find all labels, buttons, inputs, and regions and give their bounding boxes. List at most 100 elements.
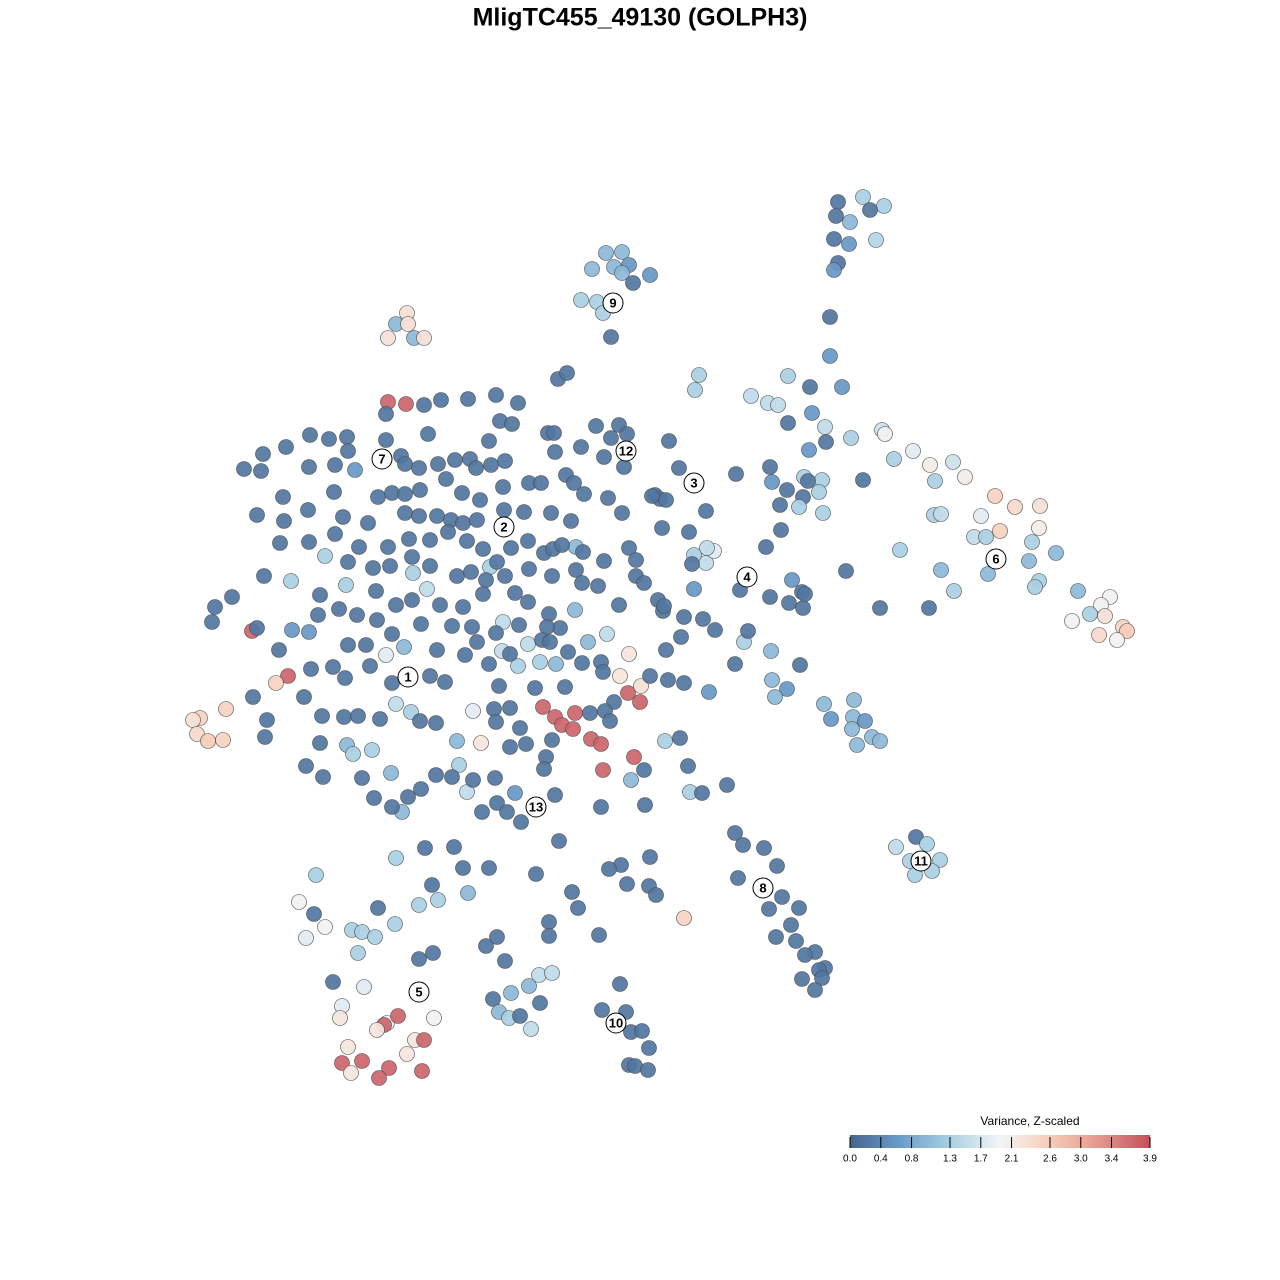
cluster-label-badge xyxy=(605,1012,627,1034)
point xyxy=(536,761,552,777)
point xyxy=(684,556,700,572)
point xyxy=(417,840,433,856)
point xyxy=(784,572,800,588)
point xyxy=(826,231,842,247)
point xyxy=(249,507,265,523)
point xyxy=(735,837,751,853)
point xyxy=(857,713,873,729)
point xyxy=(249,620,265,636)
point xyxy=(416,397,432,413)
point xyxy=(390,1008,406,1024)
point xyxy=(449,733,465,749)
point xyxy=(327,526,343,542)
colorbar-title: Variance, Z-scaled xyxy=(980,1114,1079,1128)
cluster-label-badge xyxy=(525,796,547,818)
point xyxy=(588,418,604,434)
point xyxy=(512,720,528,736)
point xyxy=(544,568,560,584)
point xyxy=(596,553,612,569)
colorbar xyxy=(850,1135,1150,1148)
point xyxy=(834,379,850,395)
point xyxy=(401,531,417,547)
point xyxy=(642,267,658,283)
colorbar-tick-label: 2.6 xyxy=(1043,1154,1057,1165)
point xyxy=(590,578,606,594)
point xyxy=(360,515,376,531)
point xyxy=(253,463,269,479)
point xyxy=(207,599,223,615)
cluster-label: 4 xyxy=(743,569,751,584)
point xyxy=(559,365,575,381)
point xyxy=(378,647,394,663)
point xyxy=(868,232,884,248)
point xyxy=(774,889,790,905)
point xyxy=(804,405,820,421)
point xyxy=(350,945,366,961)
point xyxy=(844,721,860,737)
point xyxy=(676,675,692,691)
point xyxy=(595,762,611,778)
point xyxy=(334,1055,350,1071)
point xyxy=(764,672,780,688)
point xyxy=(399,1046,415,1062)
point xyxy=(634,1023,650,1039)
point xyxy=(523,1021,539,1037)
point xyxy=(469,512,485,528)
point xyxy=(411,508,427,524)
point xyxy=(464,619,480,635)
point xyxy=(280,668,296,684)
point xyxy=(919,836,935,852)
point xyxy=(422,558,438,574)
point xyxy=(321,431,337,447)
point xyxy=(405,565,421,581)
point xyxy=(446,839,462,855)
point xyxy=(495,479,511,495)
point xyxy=(761,901,777,917)
point xyxy=(945,454,961,470)
point xyxy=(411,897,427,913)
point xyxy=(412,482,428,498)
point xyxy=(298,758,314,774)
point xyxy=(404,592,420,608)
point xyxy=(350,708,366,724)
point xyxy=(340,443,356,459)
point xyxy=(481,433,497,449)
point xyxy=(447,452,463,468)
point xyxy=(338,577,354,593)
point xyxy=(795,600,811,616)
point xyxy=(433,392,449,408)
point xyxy=(855,189,871,205)
cluster-label: 11 xyxy=(914,853,928,868)
point xyxy=(502,646,518,662)
point xyxy=(331,601,347,617)
point xyxy=(478,572,494,588)
point xyxy=(308,867,324,883)
point xyxy=(354,770,370,786)
point xyxy=(422,532,438,548)
point xyxy=(271,642,287,658)
point xyxy=(429,642,445,658)
point xyxy=(719,777,735,793)
point xyxy=(987,488,1003,504)
point xyxy=(533,475,549,491)
point xyxy=(455,599,471,615)
point xyxy=(570,900,586,916)
point xyxy=(388,850,404,866)
point xyxy=(296,689,312,705)
point xyxy=(200,733,216,749)
point xyxy=(336,709,352,725)
point xyxy=(614,244,630,260)
point xyxy=(772,497,788,513)
point xyxy=(695,611,711,627)
point xyxy=(507,585,523,601)
point xyxy=(1070,583,1086,599)
point xyxy=(340,637,356,653)
point xyxy=(946,583,962,599)
point xyxy=(769,858,785,874)
point xyxy=(430,892,446,908)
point xyxy=(557,679,573,695)
point xyxy=(497,453,513,469)
point xyxy=(378,432,394,448)
point xyxy=(372,711,388,727)
point xyxy=(541,914,557,930)
